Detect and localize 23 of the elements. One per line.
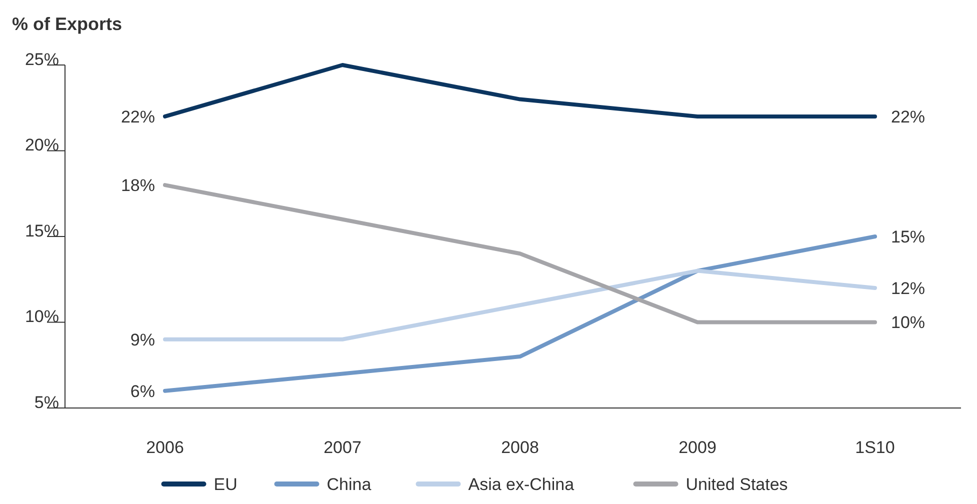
y-axis-title: % of Exports	[12, 14, 122, 34]
legend-label: EU	[214, 474, 238, 494]
data-label: 6%	[130, 382, 155, 401]
y-tick-label: 25%	[24, 50, 59, 69]
data-label: 22%	[891, 107, 926, 126]
x-tick-label: 1S10	[855, 438, 895, 457]
data-label: 12%	[891, 278, 926, 298]
y-tick-label: 15%	[24, 221, 59, 240]
data-label: 22%	[120, 107, 155, 126]
data-label: 10%	[891, 313, 926, 332]
x-tick-label: 2006	[146, 438, 184, 457]
legend-label: China	[326, 474, 372, 494]
data-label: 18%	[120, 176, 155, 195]
y-tick-label: 10%	[24, 307, 59, 326]
legend-label: Asia ex-China	[468, 474, 575, 494]
legend-label: United States	[686, 474, 788, 494]
y-tick-label: 5%	[34, 392, 59, 412]
data-label: 9%	[130, 330, 155, 350]
x-tick-label: 2007	[324, 438, 362, 457]
y-tick-label: 20%	[24, 136, 59, 155]
data-label: 15%	[891, 227, 926, 246]
x-tick-label: 2008	[501, 438, 539, 457]
x-tick-label: 2009	[678, 438, 716, 457]
